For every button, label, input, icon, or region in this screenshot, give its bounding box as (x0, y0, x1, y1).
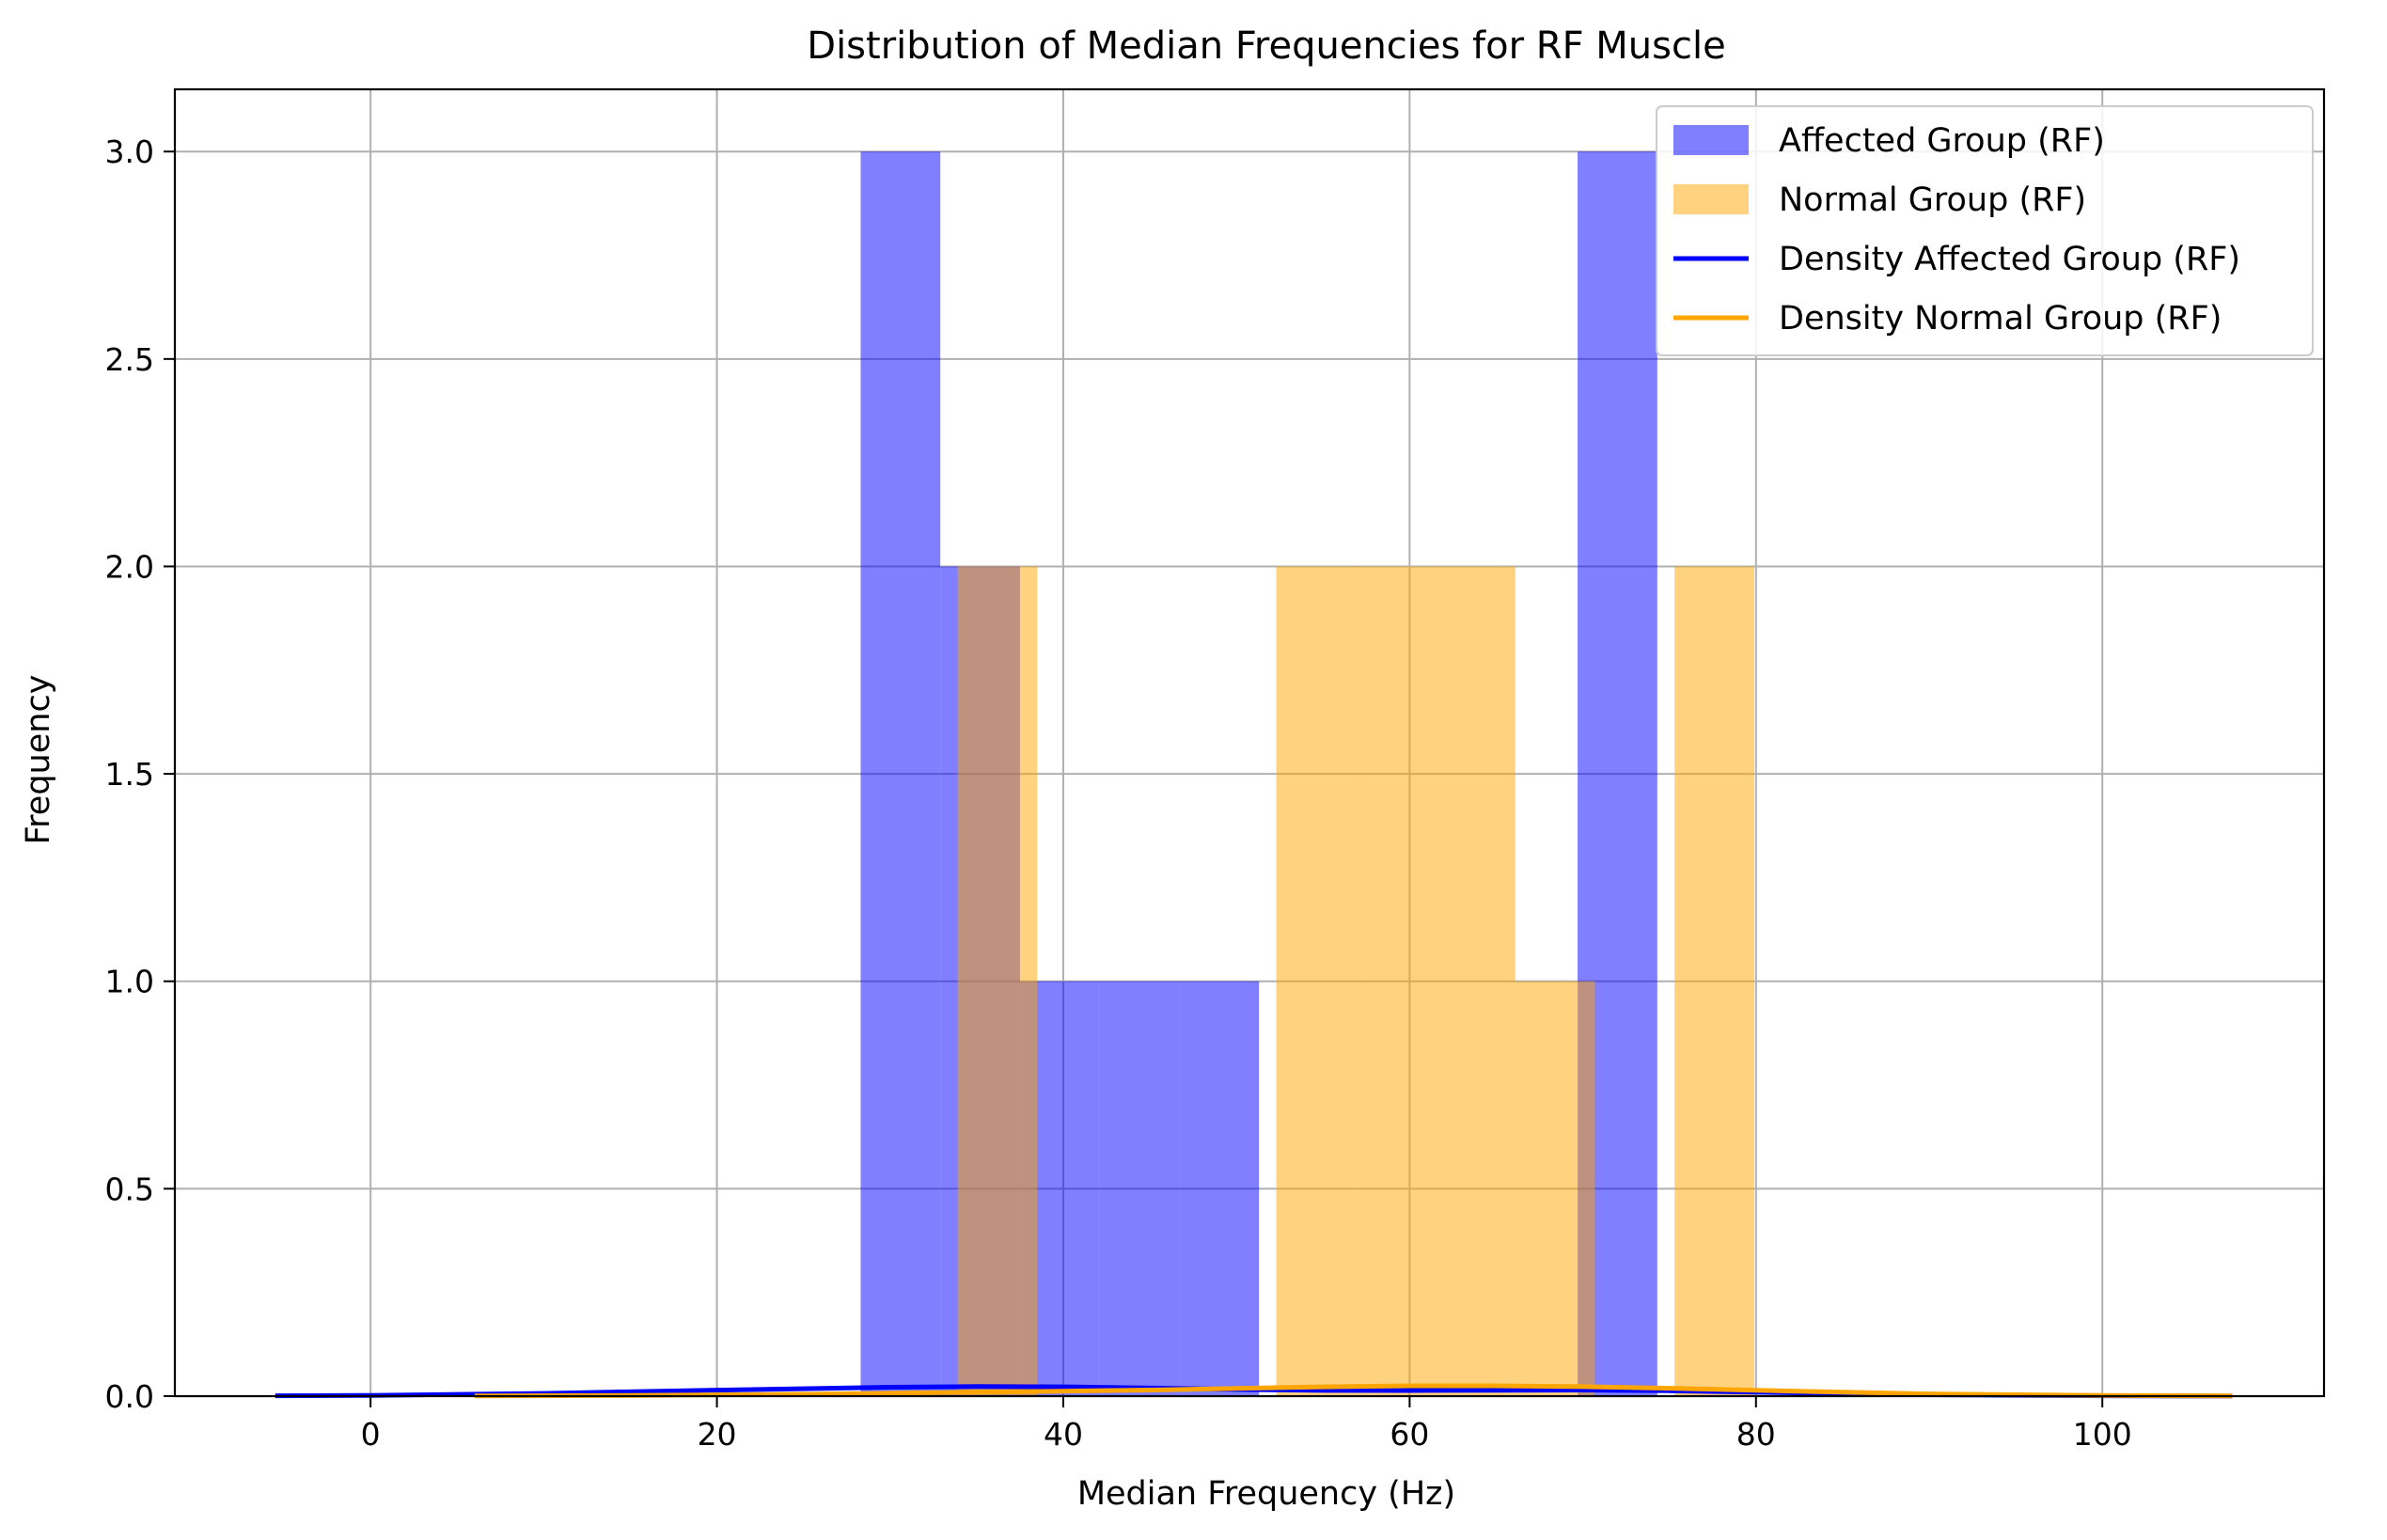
normal-bar-7 (1515, 981, 1595, 1396)
axis-ticks: 0 20 40 60 80 100 0.0 0.5 1.0 1.5 2.0 2.5 3.0 (105, 134, 2132, 1453)
legend-label: Affected Group (RF) (1779, 122, 2105, 160)
chart-title: Distribution of Median Frequencies for R… (807, 24, 1725, 68)
y-axis-label: Frequency (20, 675, 57, 845)
y-tick-label: 1.5 (105, 756, 154, 793)
affected-bar-3 (1099, 981, 1180, 1396)
y-tick-label: 1.0 (105, 964, 154, 1000)
legend-normal-patch (1673, 184, 1749, 214)
x-tick-label: 80 (1736, 1416, 1776, 1453)
normal-bar-0 (957, 566, 1038, 1396)
y-tick-label: 0.5 (105, 1171, 154, 1207)
x-tick-label: 60 (1390, 1416, 1429, 1453)
legend: Affected Group (RF) Normal Group (RF) Dens… (1656, 105, 2314, 356)
legend-affected-patch (1673, 125, 1749, 155)
legend-label: Density Normal Group (RF) (1779, 300, 2222, 338)
normal-bar-5 (1356, 566, 1437, 1396)
axes-frame (173, 87, 2326, 1398)
x-axis-label: Median Frequency (Hz) (1077, 1475, 1455, 1513)
normal-bar-6 (1436, 566, 1515, 1396)
normal-bar-9 (1674, 566, 1754, 1396)
legend-label: Density Affected Group (RF) (1779, 241, 2240, 278)
normal-bar-4 (1276, 566, 1357, 1396)
y-tick-label: 2.5 (105, 341, 154, 378)
y-tick-label: 0.0 (105, 1378, 154, 1415)
x-tick-label: 0 (361, 1416, 381, 1453)
x-tick-label: 100 (2073, 1416, 2132, 1453)
x-tick-label: 40 (1044, 1416, 1083, 1453)
legend-box (1656, 105, 2314, 356)
affected-bar-0 (860, 151, 941, 1397)
legend-label: Normal Group (RF) (1779, 181, 2086, 219)
histogram-bars (860, 151, 1754, 1397)
density-normal-line (474, 1383, 2233, 1399)
y-tick-label: 3.0 (105, 134, 154, 170)
y-tick-label: 2.0 (105, 548, 154, 585)
x-tick-label: 20 (698, 1416, 737, 1453)
affected-bar-4 (1179, 981, 1260, 1396)
density-lines (275, 1383, 2233, 1399)
